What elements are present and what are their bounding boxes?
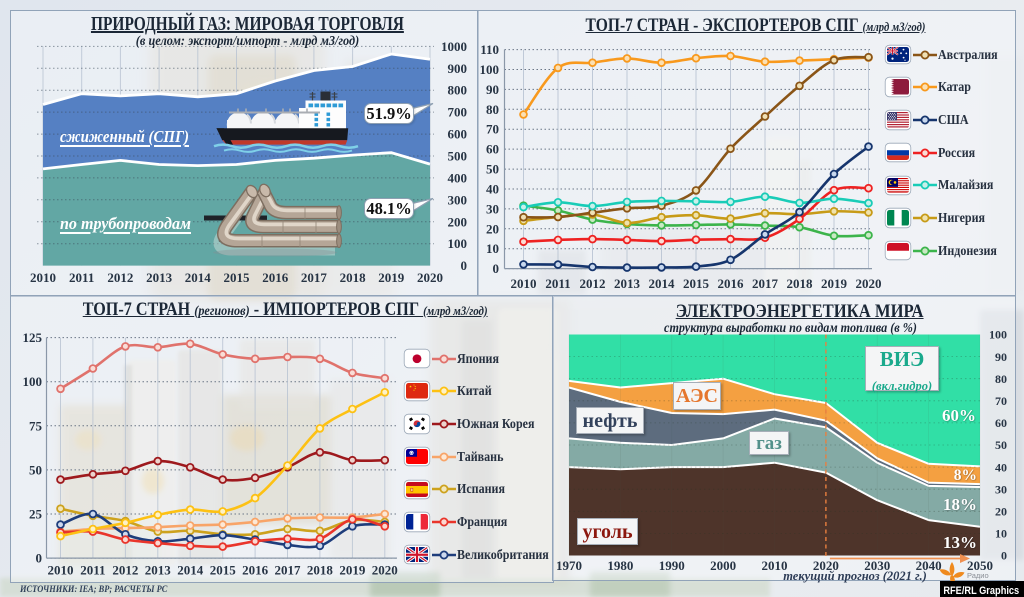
svg-text:2014: 2014 <box>185 270 212 285</box>
svg-text:10: 10 <box>486 241 499 256</box>
svg-text:50: 50 <box>995 438 1007 452</box>
svg-text:0: 0 <box>493 261 500 276</box>
svg-text:2019: 2019 <box>821 276 848 291</box>
svg-text:300: 300 <box>448 192 468 207</box>
svg-text:60: 60 <box>995 416 1007 430</box>
svg-text:Радио: Радио <box>967 571 989 580</box>
svg-text:2011: 2011 <box>545 276 570 291</box>
svg-text:2020: 2020 <box>813 558 839 573</box>
svg-text:2050: 2050 <box>967 558 993 573</box>
svg-text:2019: 2019 <box>378 270 405 285</box>
svg-text:2017: 2017 <box>301 270 328 285</box>
svg-text:50: 50 <box>29 462 42 477</box>
svg-text:70: 70 <box>995 394 1007 408</box>
svg-text:400: 400 <box>448 170 468 185</box>
svg-text:2016: 2016 <box>242 563 269 578</box>
svg-text:2016: 2016 <box>718 276 745 291</box>
svg-text:30: 30 <box>486 201 499 216</box>
svg-text:90: 90 <box>486 82 499 97</box>
svg-text:600: 600 <box>448 127 468 142</box>
svg-text:2017: 2017 <box>275 563 302 578</box>
svg-text:800: 800 <box>448 83 468 98</box>
svg-text:80: 80 <box>995 372 1007 386</box>
svg-text:2014: 2014 <box>649 276 676 291</box>
svg-text:20: 20 <box>995 505 1007 519</box>
svg-text:2010: 2010 <box>48 563 74 578</box>
svg-text:2012: 2012 <box>580 276 606 291</box>
svg-text:2019: 2019 <box>339 563 366 578</box>
svg-text:900: 900 <box>448 61 468 76</box>
svg-text:700: 700 <box>448 105 468 120</box>
svg-text:1000: 1000 <box>441 39 467 54</box>
svg-text:100: 100 <box>989 328 1007 342</box>
svg-text:100: 100 <box>448 236 468 251</box>
svg-text:2015: 2015 <box>683 276 710 291</box>
svg-text:2018: 2018 <box>787 276 814 291</box>
svg-text:2013: 2013 <box>146 270 173 285</box>
svg-text:40: 40 <box>995 460 1007 474</box>
svg-text:2010: 2010 <box>762 558 788 573</box>
svg-text:2020: 2020 <box>856 276 882 291</box>
svg-text:75: 75 <box>29 418 43 433</box>
svg-text:80: 80 <box>486 102 499 117</box>
svg-text:2013: 2013 <box>614 276 641 291</box>
svg-text:100: 100 <box>480 62 500 77</box>
svg-text:90: 90 <box>995 350 1007 364</box>
svg-text:2030: 2030 <box>864 558 890 573</box>
svg-text:20: 20 <box>486 221 499 236</box>
svg-text:2018: 2018 <box>340 270 367 285</box>
svg-text:200: 200 <box>448 214 468 229</box>
svg-text:2010: 2010 <box>511 276 537 291</box>
svg-text:1970: 1970 <box>556 558 582 573</box>
svg-text:2010: 2010 <box>30 270 56 285</box>
svg-text:2020: 2020 <box>417 270 443 285</box>
svg-text:110: 110 <box>480 42 499 57</box>
svg-text:0: 0 <box>36 551 43 566</box>
svg-text:50: 50 <box>486 162 499 177</box>
svg-text:2015: 2015 <box>210 563 237 578</box>
svg-text:500: 500 <box>448 149 468 164</box>
svg-text:1990: 1990 <box>659 558 685 573</box>
svg-text:40: 40 <box>486 182 499 197</box>
svg-text:70: 70 <box>486 122 499 137</box>
svg-text:2040: 2040 <box>916 558 942 573</box>
svg-text:2016: 2016 <box>262 270 289 285</box>
svg-text:125: 125 <box>23 330 43 345</box>
svg-text:2012: 2012 <box>107 270 133 285</box>
svg-text:30: 30 <box>995 482 1007 496</box>
svg-text:2014: 2014 <box>177 563 204 578</box>
svg-text:25: 25 <box>29 507 43 522</box>
svg-text:100: 100 <box>23 374 43 389</box>
svg-text:0: 0 <box>461 258 468 273</box>
svg-text:2011: 2011 <box>69 270 94 285</box>
svg-text:2011: 2011 <box>80 563 105 578</box>
svg-text:0: 0 <box>1001 549 1007 563</box>
svg-text:2015: 2015 <box>224 270 251 285</box>
svg-text:1980: 1980 <box>607 558 633 573</box>
svg-text:2013: 2013 <box>145 563 172 578</box>
svg-text:2017: 2017 <box>752 276 779 291</box>
svg-text:2018: 2018 <box>307 563 334 578</box>
svg-text:2012: 2012 <box>112 563 138 578</box>
svg-text:10: 10 <box>995 527 1007 541</box>
svg-text:60: 60 <box>486 142 499 157</box>
svg-text:2000: 2000 <box>710 558 736 573</box>
svg-text:2020: 2020 <box>372 563 398 578</box>
